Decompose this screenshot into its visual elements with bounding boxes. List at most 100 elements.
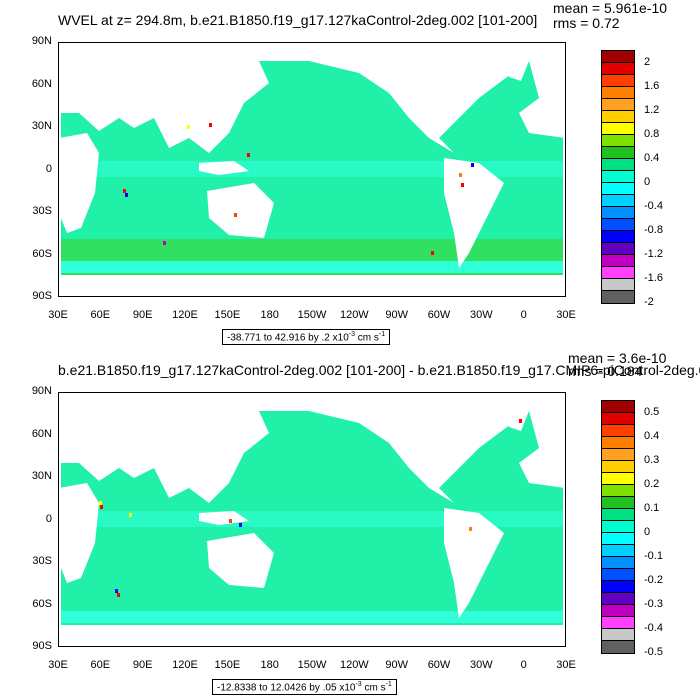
landmass (59, 411, 269, 503)
top-panel: WVEL at z= 294.8m, b.e21.B1850.f19_g17.1… (31, 0, 668, 346)
colorbar-swatch (602, 147, 634, 159)
contour-speckle (125, 193, 128, 197)
colorbar-label: -1.6 (644, 272, 663, 284)
lon-label: 180 (260, 659, 279, 671)
lon-label: 180 (260, 309, 279, 321)
colorbar-label: 2 (644, 56, 651, 68)
lon-label: 90E (132, 659, 153, 671)
colorbar-swatch (602, 51, 634, 63)
lon-label: 0 (520, 309, 527, 321)
colorbar-label: 0.2 (644, 478, 660, 490)
colorbar-swatch (602, 641, 634, 653)
landmass (59, 61, 269, 153)
colorbar-label: 0.1 (644, 502, 660, 514)
lon-label: 90W (385, 309, 408, 321)
colorbar-swatch (602, 533, 634, 545)
lon-label: 60W (427, 659, 451, 671)
lat-label: 90N (31, 35, 52, 47)
lon-label: 60E (90, 659, 111, 671)
landmass (504, 411, 529, 431)
lon-label: 30E (48, 659, 68, 671)
bottom-range-unit: cm s (361, 682, 386, 694)
colorbar-label: -2 (644, 296, 654, 308)
contour-speckle (519, 419, 522, 423)
lon-label: 30W (470, 309, 493, 321)
colorbar-swatch (602, 195, 634, 207)
landmass (59, 133, 99, 233)
bottom-mean-stat: mean = 3.6e-10 (568, 350, 667, 366)
colorbar-swatch (602, 279, 634, 291)
top-range-text: -38.771 to 42.916 by .2 x10 (227, 332, 349, 344)
lat-label: 30S (32, 205, 52, 217)
landmass (59, 625, 565, 646)
colorbar-label: 0.3 (644, 454, 660, 466)
colorbar-label: -0.2 (644, 574, 663, 586)
bottom-plot-title: b.e21.B1850.f19_g17.127kaControl-2deg.00… (58, 362, 700, 378)
top-plot-title: WVEL at z= 294.8m, b.e21.B1850.f19_g17.1… (58, 12, 538, 28)
colorbar-swatch (602, 629, 634, 641)
colorbar-swatch (602, 75, 634, 87)
colorbar-swatch (602, 521, 634, 533)
lat-label: 30S (32, 555, 52, 567)
lon-label: 60E (90, 309, 111, 321)
colorbar-label: -0.8 (644, 224, 663, 236)
colorbar-swatch (602, 509, 634, 521)
bottom-contour-range: -12.8338 to 12.0426 by .05 x10-3 cm s-1 (212, 679, 397, 696)
bottom-map-field (59, 393, 565, 646)
colorbar-label: -1.2 (644, 248, 663, 260)
colorbar-swatch (602, 605, 634, 617)
top-rms-stat: rms = 0.72 (553, 15, 620, 31)
colorbar-swatch (602, 593, 634, 605)
landmass (309, 411, 529, 503)
landmass (309, 61, 529, 153)
lat-label: 30N (31, 120, 52, 132)
lat-label: 30N (31, 470, 52, 482)
colorbar-swatch (602, 473, 634, 485)
southern-ocean-band (61, 261, 563, 273)
lat-label: 60N (31, 427, 52, 440)
contour-speckle (461, 183, 464, 187)
bottom-map (58, 392, 566, 647)
lat-label: 90S (32, 290, 52, 302)
colorbar-swatch (602, 207, 634, 219)
lon-label: 90W (385, 659, 408, 671)
lat-label: 60S (32, 247, 52, 260)
contour-speckle (229, 519, 232, 523)
landmass (444, 508, 504, 618)
colorbar-swatch (602, 243, 634, 255)
lon-label: 0 (520, 659, 527, 671)
colorbar-swatch (602, 63, 634, 75)
colorbar-swatch (602, 581, 634, 593)
bottom-rms-stat: rms = 0.184 (568, 363, 643, 379)
colorbar-swatch (602, 87, 634, 99)
colorbar-swatch (602, 291, 634, 303)
landmass (504, 61, 529, 81)
bottom-panel: b.e21.B1850.f19_g17.127kaControl-2deg.00… (0, 350, 700, 700)
colorbar-label: 0 (644, 526, 651, 538)
lat-label: 90S (32, 640, 52, 652)
landmass (207, 183, 274, 238)
lon-label: 30E (48, 309, 68, 321)
contour-speckle (187, 125, 190, 129)
lat-label: 60N (31, 77, 52, 90)
colorbar-swatch (602, 413, 634, 425)
contour-speckle (431, 251, 434, 255)
landmass (444, 158, 504, 268)
landmass (199, 511, 249, 525)
bottom-range-exp: -3 (355, 681, 362, 688)
colorbar-label: 0.4 (644, 430, 660, 442)
top-mean-stat: mean = 5.961e-10 (553, 0, 668, 16)
landmass (519, 61, 565, 138)
lat-label: 90N (31, 385, 52, 397)
landmass (59, 483, 99, 583)
colorbar-label: 1.6 (644, 80, 660, 92)
landmass (199, 161, 249, 175)
colorbar-label: -0.1 (644, 550, 663, 562)
colorbar-label: 0.4 (644, 152, 660, 164)
contour-speckle (115, 589, 118, 593)
top-range-unit-exp: -1 (378, 331, 386, 338)
colorbar-label: 0.8 (644, 128, 660, 140)
contour-speckle (117, 593, 120, 597)
colorbar-swatch (602, 557, 634, 569)
colorbar-label: 1.2 (644, 104, 660, 116)
